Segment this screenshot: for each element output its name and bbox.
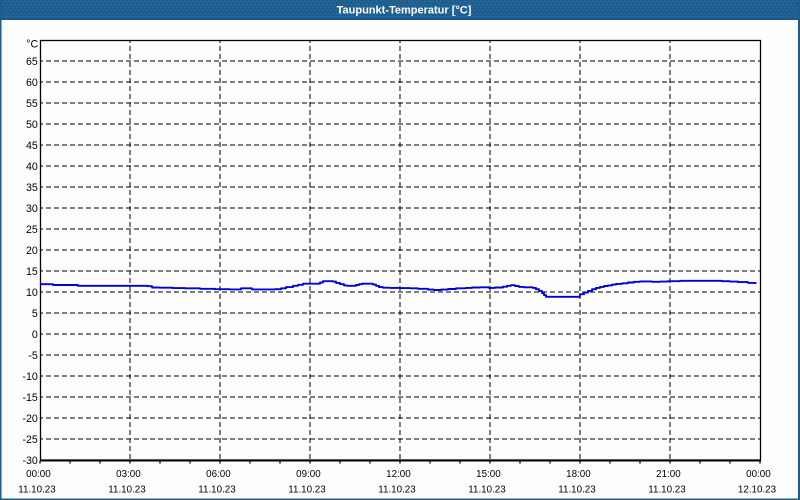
svg-text:11.10.23: 11.10.23 xyxy=(198,485,236,496)
svg-text:Taupunkt-Temperatur [°C]: Taupunkt-Temperatur [°C] xyxy=(337,4,472,16)
svg-text:09:00: 09:00 xyxy=(296,469,321,480)
svg-text:5: 5 xyxy=(32,308,38,320)
svg-text:18:00: 18:00 xyxy=(566,469,591,480)
svg-text:35: 35 xyxy=(26,182,38,194)
svg-text:15:00: 15:00 xyxy=(476,469,501,480)
svg-text:30: 30 xyxy=(26,203,38,215)
svg-text:15: 15 xyxy=(26,266,38,278)
svg-text:-20: -20 xyxy=(22,413,37,425)
svg-text:12.10.23: 12.10.23 xyxy=(738,485,777,496)
svg-text:65: 65 xyxy=(26,56,38,68)
svg-text:11.10.23: 11.10.23 xyxy=(648,485,686,496)
svg-text:00:00: 00:00 xyxy=(746,469,771,480)
svg-text:40: 40 xyxy=(26,161,38,173)
svg-text:-25: -25 xyxy=(22,434,37,446)
svg-text:11.10.23: 11.10.23 xyxy=(468,485,506,496)
svg-text:11.10.23: 11.10.23 xyxy=(18,485,56,496)
svg-text:10: 10 xyxy=(26,287,38,299)
svg-text:45: 45 xyxy=(26,140,38,152)
svg-text:-30: -30 xyxy=(22,455,37,467)
svg-text:-10: -10 xyxy=(22,371,37,383)
svg-text:12:00: 12:00 xyxy=(386,469,411,480)
svg-text:55: 55 xyxy=(26,98,38,110)
svg-text:11.10.23: 11.10.23 xyxy=(378,485,416,496)
svg-text:0: 0 xyxy=(32,329,38,341)
svg-text:20: 20 xyxy=(26,245,38,257)
svg-text:°C: °C xyxy=(26,39,38,51)
svg-text:06:00: 06:00 xyxy=(206,469,231,480)
svg-text:-5: -5 xyxy=(28,350,38,362)
svg-text:-15: -15 xyxy=(22,392,37,404)
svg-text:00:00: 00:00 xyxy=(26,469,51,480)
svg-text:11.10.23: 11.10.23 xyxy=(108,485,146,496)
svg-text:11.10.23: 11.10.23 xyxy=(558,485,596,496)
svg-text:21:00: 21:00 xyxy=(656,469,681,480)
svg-text:11.10.23: 11.10.23 xyxy=(288,485,326,496)
svg-text:60: 60 xyxy=(26,77,38,89)
svg-text:25: 25 xyxy=(26,224,38,236)
svg-text:50: 50 xyxy=(26,119,38,131)
svg-text:03:00: 03:00 xyxy=(116,469,141,480)
